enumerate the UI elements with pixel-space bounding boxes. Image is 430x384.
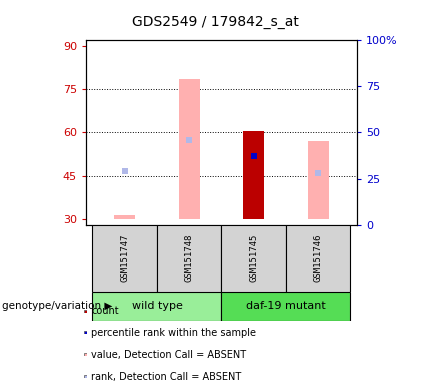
Text: rank, Detection Call = ABSENT: rank, Detection Call = ABSENT	[91, 372, 242, 382]
Bar	[114, 215, 135, 219]
Text: value, Detection Call = ABSENT: value, Detection Call = ABSENT	[91, 350, 246, 360]
Text: daf-19 mutant: daf-19 mutant	[246, 301, 326, 311]
Bar	[92, 225, 157, 292]
Text: genotype/variation ▶: genotype/variation ▶	[2, 301, 113, 311]
Text: wild type: wild type	[132, 301, 182, 311]
Bar	[308, 141, 329, 219]
Bar	[157, 225, 221, 292]
Text: percentile rank within the sample: percentile rank within the sample	[91, 328, 256, 338]
Text: GSM151746: GSM151746	[314, 234, 322, 282]
Text: GSM151748: GSM151748	[185, 234, 194, 282]
Bar	[221, 292, 350, 321]
Text: count: count	[91, 306, 119, 316]
Text: GSM151747: GSM151747	[120, 234, 129, 282]
Bar	[243, 131, 264, 219]
Text: GDS2549 / 179842_s_at: GDS2549 / 179842_s_at	[132, 15, 298, 29]
Bar	[92, 292, 221, 321]
Bar	[286, 225, 350, 292]
Text: GSM151745: GSM151745	[249, 234, 258, 282]
Bar	[179, 79, 200, 219]
Bar	[221, 225, 286, 292]
